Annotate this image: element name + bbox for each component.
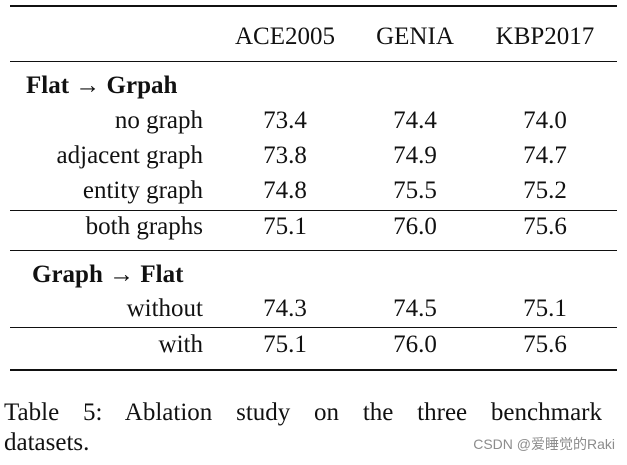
table-bottom-rule xyxy=(10,369,617,371)
table-row: both graphs 75.1 76.0 75.6 xyxy=(10,210,617,244)
cell-kbp2017: 74.0 xyxy=(523,107,567,134)
cell-kbp2017: 75.2 xyxy=(523,177,567,204)
caption-line-1: Table 5: Ablation study on the three ben… xyxy=(4,399,602,426)
table-top-rule xyxy=(10,5,617,7)
section-1-inner-rule xyxy=(10,210,617,211)
column-header-ace2005: ACE2005 xyxy=(235,23,335,50)
cell-ace2005: 75.1 xyxy=(263,213,307,240)
row-label: adjacent graph xyxy=(56,142,203,169)
section-title-graph-to-flat: Graph → Flat xyxy=(32,261,184,288)
cell-kbp2017: 75.6 xyxy=(523,331,567,358)
section-2-inner-rule xyxy=(10,327,617,328)
cell-genia: 74.9 xyxy=(393,142,437,169)
table-caption: Table 5: Ablation study on the three ben… xyxy=(4,398,602,458)
cell-ace2005: 74.3 xyxy=(263,295,307,322)
table-row: with 75.1 76.0 75.6 xyxy=(10,328,617,362)
cell-ace2005: 73.4 xyxy=(263,107,307,134)
section-divider-rule xyxy=(10,250,617,251)
cell-ace2005: 74.8 xyxy=(263,177,307,204)
header-bottom-rule xyxy=(10,61,617,62)
section-title-flat-to-graph: Flat → Grpah xyxy=(26,72,178,99)
cell-kbp2017: 75.1 xyxy=(523,295,567,322)
table-row: adjacent graph 73.8 74.9 74.7 xyxy=(10,139,617,173)
cell-genia: 76.0 xyxy=(393,213,437,240)
table-row: no graph 73.4 74.4 74.0 xyxy=(10,104,617,138)
caption-line-2: datasets. xyxy=(4,429,90,456)
cell-genia: 74.5 xyxy=(393,295,437,322)
row-label: no graph xyxy=(114,107,203,134)
table-header-row: ACE2005 GENIA KBP2017 xyxy=(10,20,617,54)
section-graph-to-flat-title-row: Graph → Flat xyxy=(10,258,617,292)
cell-genia: 75.5 xyxy=(393,177,437,204)
row-label: without xyxy=(126,295,203,322)
column-header-genia: GENIA xyxy=(376,23,454,50)
cell-kbp2017: 74.7 xyxy=(523,142,567,169)
row-label: with xyxy=(158,331,203,358)
column-header-kbp2017: KBP2017 xyxy=(495,23,595,50)
cell-ace2005: 73.8 xyxy=(263,142,307,169)
table-row: without 74.3 74.5 75.1 xyxy=(10,292,617,326)
cell-genia: 76.0 xyxy=(393,331,437,358)
cell-ace2005: 75.1 xyxy=(263,331,307,358)
cell-kbp2017: 75.6 xyxy=(523,213,567,240)
row-label: both graphs xyxy=(85,213,203,240)
section-flat-to-graph-title-row: Flat → Grpah xyxy=(10,69,617,103)
row-label: entity graph xyxy=(82,177,203,204)
csdn-watermark: CSDN @爱睡觉的Raki xyxy=(473,436,615,452)
table-row: entity graph 74.8 75.5 75.2 xyxy=(10,174,617,208)
cell-genia: 74.4 xyxy=(393,107,437,134)
